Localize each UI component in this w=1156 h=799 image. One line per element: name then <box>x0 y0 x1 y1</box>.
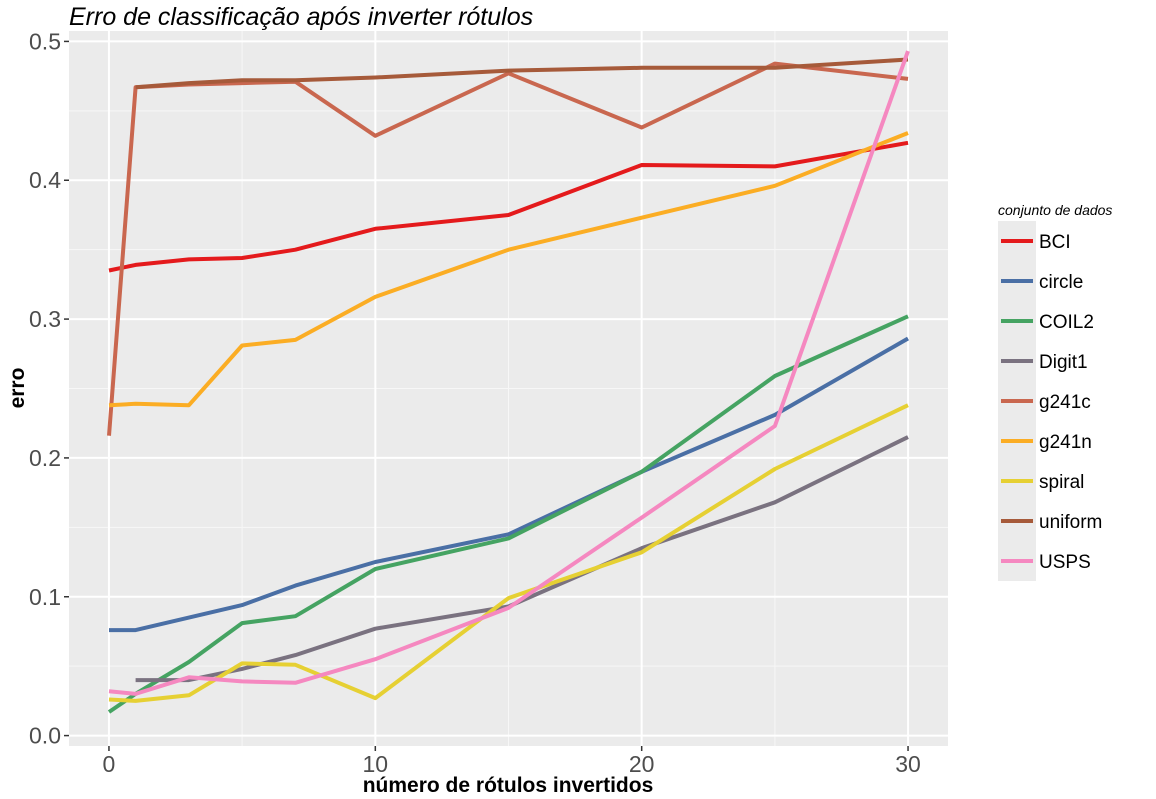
x-tick-label: 20 <box>629 751 655 777</box>
x-tick-label: 0 <box>103 751 116 777</box>
legend-label-digit1: Digit1 <box>1039 352 1088 373</box>
legend-label-g241c: g241c <box>1039 392 1091 413</box>
chart-title: Erro de classificação após inverter rótu… <box>69 3 533 31</box>
series-line-g241n <box>108 131 909 408</box>
series-line-bci <box>108 140 909 273</box>
series-line-digit1 <box>135 435 909 683</box>
legend-label-circle: circle <box>1039 272 1083 293</box>
series-line-uniform <box>135 57 909 90</box>
y-tick-label: 0.3 <box>29 306 61 332</box>
series-line-circle <box>109 336 909 633</box>
x-tick-label: 10 <box>363 751 389 777</box>
legend-label-g241n: g241n <box>1039 432 1092 453</box>
y-axis-title: erro <box>6 368 29 409</box>
legend-label-coil2: COIL2 <box>1039 312 1094 333</box>
y-tick-label: 0.5 <box>29 28 61 54</box>
legend-label-spiral: spiral <box>1039 472 1084 493</box>
legend-title: conjunto de dados <box>998 202 1112 218</box>
x-axis-title: número de rótulos invertidos <box>363 774 654 797</box>
series-line-usps <box>108 50 910 696</box>
legend: conjunto de dados BCI circle COIL2 Digit1 g2… <box>998 202 1112 581</box>
legend-label-usps: USPS <box>1039 552 1091 573</box>
y-tick-label: 0.0 <box>29 723 61 749</box>
series-line-coil2 <box>107 314 909 714</box>
axis-ticks: 0.0 0.1 0.2 0.3 0.4 0.5 0 10 20 30 <box>29 28 921 777</box>
legend-label-bci: BCI <box>1039 232 1071 253</box>
series-lines <box>107 50 910 714</box>
series-line-spiral <box>108 403 909 703</box>
y-tick-label: 0.1 <box>29 584 61 610</box>
x-tick-label: 30 <box>895 751 921 777</box>
legend-label-uniform: uniform <box>1039 512 1102 533</box>
y-tick-label: 0.2 <box>29 445 61 471</box>
y-tick-label: 0.4 <box>29 167 61 193</box>
